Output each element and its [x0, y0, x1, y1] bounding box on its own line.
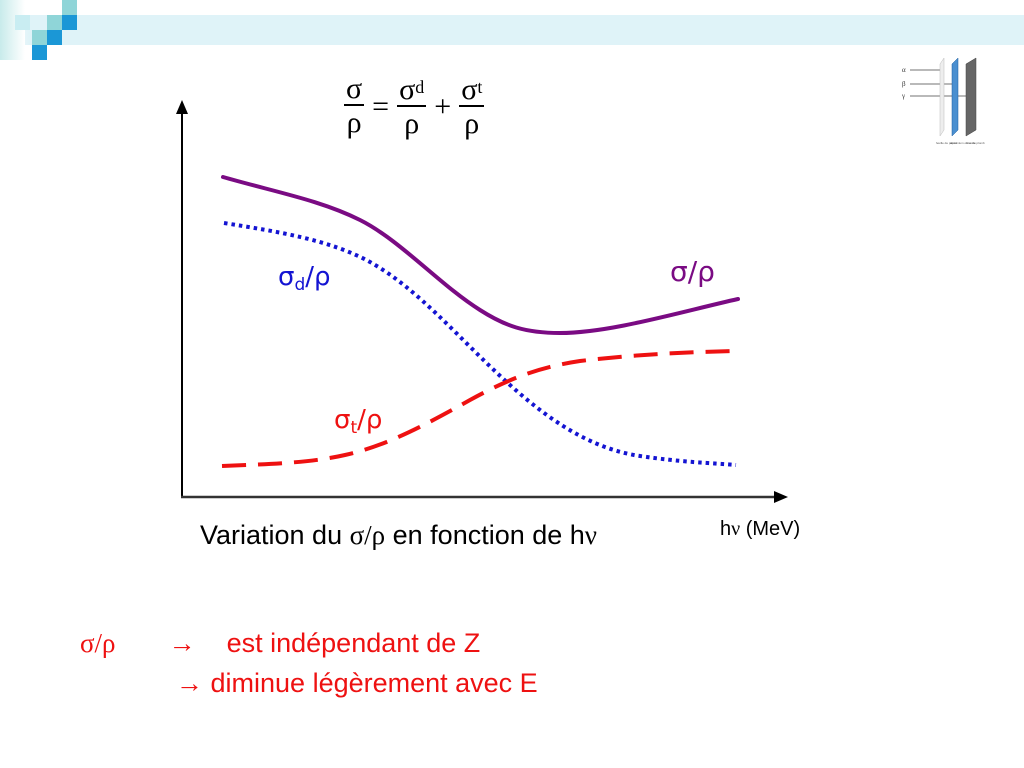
slash-rho: /ρ: [357, 405, 383, 435]
unit-mev: (MeV): [740, 518, 801, 540]
x-axis-arrow-icon: [774, 491, 788, 503]
numerator: σd: [397, 72, 427, 107]
series-transfer-line: [221, 349, 739, 468]
sigma: σ: [334, 405, 351, 435]
caption-middle: en fonction de h: [385, 520, 585, 550]
header-decoration: [0, 0, 1024, 70]
caption-symbol: σ/ρ: [349, 520, 386, 550]
fraction-transfer: σt ρ: [459, 72, 485, 141]
sigma: σ: [461, 73, 478, 106]
numerator: σ: [344, 71, 365, 106]
arrow-right-icon: →: [168, 628, 196, 658]
deco-square: [47, 15, 62, 30]
sigma: σ: [278, 262, 295, 292]
note-symbol: σ/ρ: [80, 628, 116, 658]
unit-h: h: [720, 518, 732, 540]
lead-caption: bloc de plomb: [966, 141, 985, 145]
y-axis-arrow-icon: [176, 100, 188, 114]
deco-square: [62, 0, 77, 15]
caption-prefix: Variation du: [200, 520, 350, 550]
unit-nu: ν: [731, 518, 741, 540]
note-text-1: est indépendant de Z: [226, 628, 481, 658]
denominator: ρ: [464, 107, 480, 140]
denominator: ρ: [404, 107, 420, 140]
sigma: σ: [399, 73, 416, 106]
series-dispersion-line: [223, 221, 737, 467]
note-text-2: diminue légèrement avec E: [210, 668, 538, 698]
header-band: [0, 15, 1024, 45]
note-line-2: → diminue légèrement avec E: [176, 668, 538, 699]
arrow-right-icon: →: [176, 668, 203, 698]
fraction-total: σ ρ: [344, 71, 365, 140]
label-total: σ/ρ: [670, 255, 715, 288]
caption-nu: ν: [584, 520, 598, 550]
label-transfer: σt/ρ: [334, 405, 382, 438]
paper-sheet: [939, 57, 945, 137]
subscript: d: [415, 77, 425, 97]
label-dispersion: σd/ρ: [278, 262, 331, 295]
x-axis-unit-label: hν (MeV): [720, 518, 800, 541]
cross-section-formula: σ ρ = σd ρ + σt ρ: [340, 72, 488, 141]
plus-sign: +: [434, 89, 452, 123]
equals-sign: =: [372, 89, 390, 123]
deco-square: [62, 15, 77, 30]
deco-square: [15, 15, 30, 30]
deco-square: [32, 45, 47, 60]
beta-label: β: [902, 80, 906, 88]
gamma-label: γ: [901, 92, 905, 100]
deco-square: [47, 30, 62, 45]
slash-rho: /ρ: [305, 262, 331, 292]
lead-block: [965, 57, 977, 137]
series-total-line: [221, 175, 740, 336]
radiation-penetration-thumbnail: α β γ feuille de papier aluminium ou ver…: [901, 57, 985, 145]
aluminium-sheet: [951, 57, 959, 137]
denominator: ρ: [346, 105, 362, 139]
deco-square: [32, 30, 47, 45]
paper-caption: feuille de papier: [936, 141, 957, 145]
chart-caption: Variation du σ/ρ en fonction de hν: [200, 520, 597, 551]
alpha-label: α: [902, 66, 906, 74]
fraction-dispersion: σd ρ: [397, 72, 427, 141]
aluminium-caption: aluminium ou verre: [950, 141, 976, 145]
subscript: d: [294, 275, 306, 295]
subscript: t: [350, 418, 358, 438]
note-line-1: σ/ρ → est indépendant de Z: [80, 628, 480, 659]
subscript: t: [477, 77, 483, 97]
numerator: σt: [459, 72, 485, 107]
header-fade: [0, 0, 25, 60]
